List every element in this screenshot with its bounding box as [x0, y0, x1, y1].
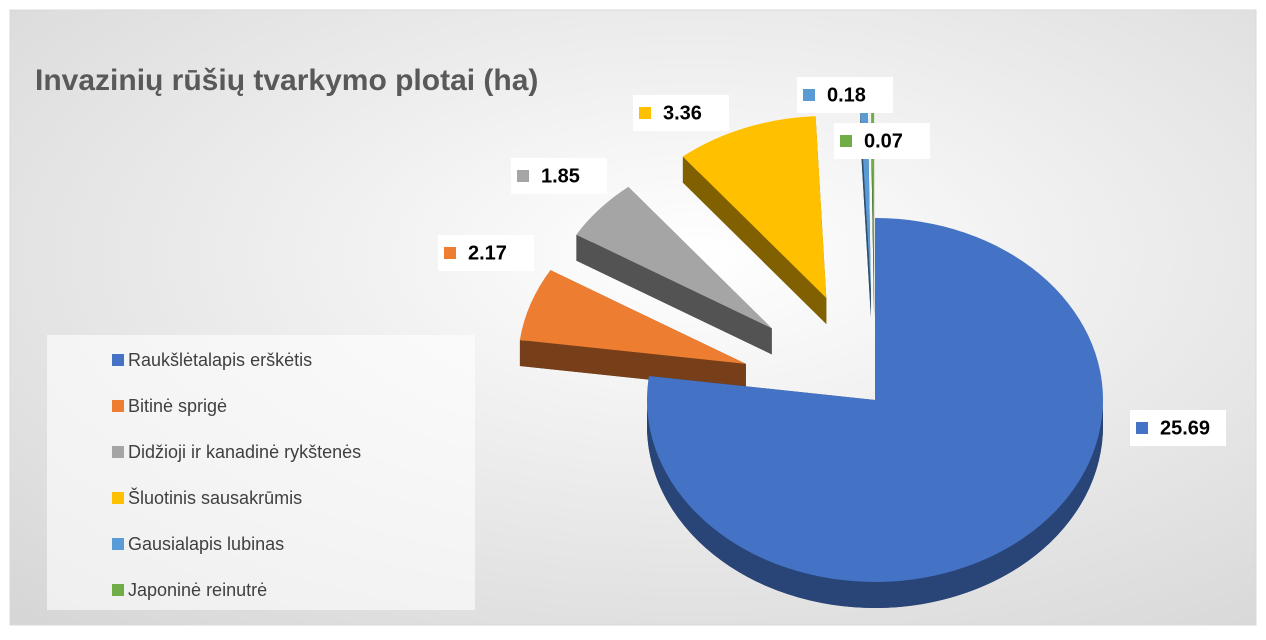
- data-label: 25.69: [1160, 417, 1210, 439]
- legend-label: Bitinė sprigė: [128, 396, 227, 416]
- data-label-key: [444, 247, 456, 259]
- data-label: 0.07: [864, 130, 903, 152]
- data-label-key: [1136, 422, 1148, 434]
- legend-key: [112, 584, 124, 596]
- slice: [519, 270, 746, 364]
- legend-key: [112, 400, 124, 412]
- slice-side: [871, 108, 875, 317]
- slice: [576, 186, 772, 329]
- data-label: 3.36: [663, 102, 702, 124]
- legend-key: [112, 354, 124, 366]
- slice-side: [682, 156, 827, 324]
- slice-side: [860, 109, 871, 317]
- legend-label: Didžioji ir kanadinė rykštenės: [128, 442, 361, 462]
- slice: [682, 116, 827, 298]
- chart-title: Invazinių rūšių tvarkymo plotai (ha): [35, 64, 538, 97]
- slice: [647, 218, 1103, 582]
- data-label-key: [517, 170, 529, 182]
- legend-label: Gausialapis lubinas: [128, 534, 284, 554]
- data-label: 1.85: [541, 165, 580, 187]
- data-label: 0.18: [827, 84, 866, 106]
- legend-label: Japoninė reinutrė: [128, 580, 267, 600]
- data-label-key: [840, 135, 852, 147]
- legend-key: [112, 446, 124, 458]
- data-label-key: [639, 107, 651, 119]
- legend-label: Raukšlėtalapis erškėtis: [128, 350, 312, 370]
- data-label-key: [803, 89, 815, 101]
- legend-key: [112, 492, 124, 504]
- data-label: 2.17: [468, 242, 507, 264]
- legend-key: [112, 538, 124, 550]
- slice-side: [519, 339, 746, 390]
- legend: [47, 335, 475, 610]
- slice-side: [576, 234, 772, 355]
- legend-label: Šluotinis sausakrūmis: [128, 487, 302, 508]
